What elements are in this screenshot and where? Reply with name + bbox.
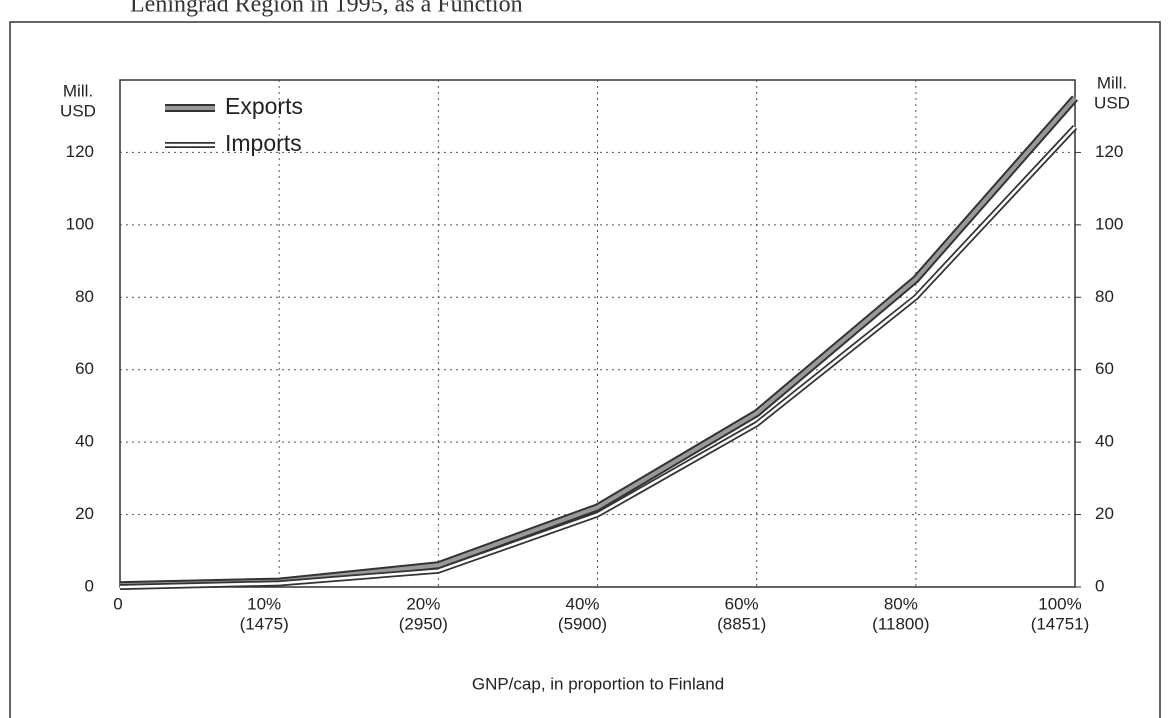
y-tick-label: 40: [75, 432, 94, 451]
y2-tick-label: 100: [1095, 214, 1123, 233]
y-tick-label: 60: [75, 359, 94, 378]
y-tick-label: 0: [85, 576, 94, 595]
y2-tick-label: 80: [1095, 287, 1114, 306]
x-axis-label: GNP/cap, in proportion to Finland: [472, 674, 724, 693]
y-tick-label: 120: [66, 142, 94, 161]
y2-axis-label: USD: [1094, 93, 1130, 112]
y2-tick-label: 40: [1095, 432, 1114, 451]
x-tick-label: 10%: [247, 594, 281, 613]
y-tick-label: 100: [66, 214, 94, 233]
x-tick-label: (2950): [399, 614, 448, 633]
x-tick-label: 20%: [406, 594, 440, 613]
x-tick-label: 40%: [565, 594, 599, 613]
x-tick-label: 80%: [884, 594, 918, 613]
series-line: [119, 126, 1076, 589]
x-tick-label: (5900): [558, 614, 607, 633]
x-tick-label: (8851): [717, 614, 766, 633]
y-axis-label: Mill.: [63, 81, 93, 100]
y2-tick-label: 60: [1095, 359, 1114, 378]
y-tick-label: 80: [75, 287, 94, 306]
x-tick-label: 100%: [1038, 594, 1081, 613]
y-axis-label: USD: [60, 101, 96, 120]
frame: [9, 21, 1161, 718]
y-tick-label: 20: [75, 504, 94, 523]
y2-tick-label: 20: [1095, 504, 1114, 523]
y2-tick-label: 0: [1095, 576, 1104, 595]
chart-title: Leningrad Region in 1995, as a Function: [130, 0, 523, 18]
legend-label: Exports: [225, 93, 303, 119]
y2-tick-label: 120: [1095, 142, 1123, 161]
x-tick-label: 0: [113, 594, 122, 613]
legend-label: Imports: [225, 130, 302, 156]
x-tick-label: (11800): [872, 614, 929, 633]
y2-axis-label: Mill.: [1097, 73, 1127, 92]
x-tick-label: (14751): [1031, 614, 1090, 633]
x-tick-label: 60%: [725, 594, 759, 613]
x-tick-label: (1475): [240, 614, 289, 633]
